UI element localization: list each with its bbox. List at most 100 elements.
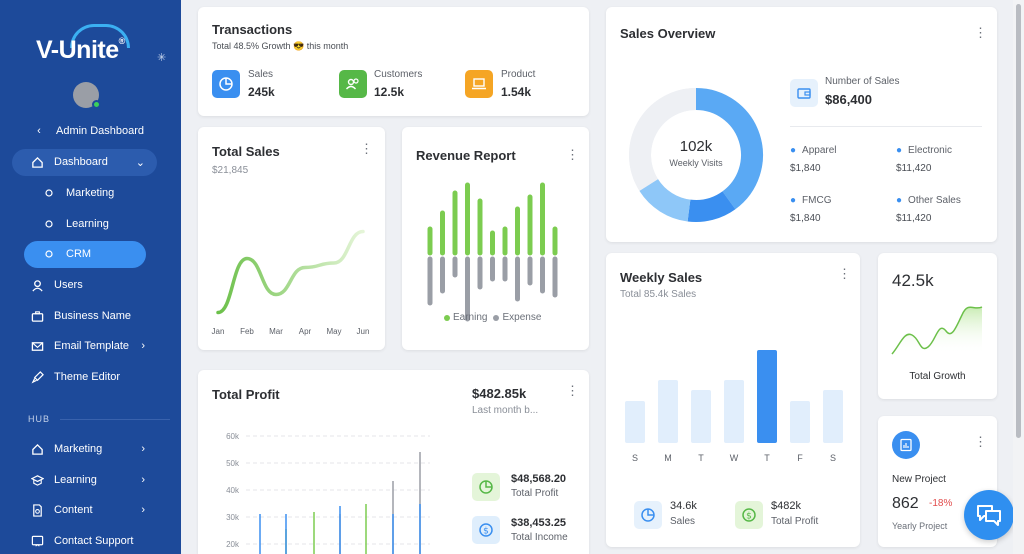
donut-slice [695,88,763,210]
more-options-icon[interactable]: ⋮ [566,383,579,398]
profit-stat-label: Total Profit [511,488,559,499]
stat-sales-value: 245k [248,85,275,99]
sidebar-item-label: Theme Editor [54,371,121,383]
revenue-legend: Earning Expense [444,312,541,323]
weekly-sales-card: Weekly Sales Total 85.4k Sales ⋮ S M T W T F S… [606,253,860,547]
total-sales-title: Total Sales [212,144,280,159]
home-icon [30,442,44,456]
weekly-footer-sales-value: 34.6k [670,500,697,512]
y-tick-label: 50k [226,459,240,468]
overview-item-fmcg: ● FMCG [790,195,832,206]
y-tick-label: 40k [226,486,240,495]
dollar-icon: $ [735,501,763,529]
stat-customers-value: 12.5k [374,85,405,99]
home-icon [30,155,44,169]
sidebar-item-label: Admin Dashboard [56,125,145,137]
sidebar-item-label: CRM [66,248,92,260]
stat-product-value: 1.54k [501,85,532,99]
wallet-icon [790,79,818,107]
total-sales-card: Total Sales $21,845 ⋮ Jan Feb Mar Apr May Jun [198,127,385,350]
sidebar-item-business-name[interactable]: Business Name [30,303,131,329]
total-profit-amount: $482.85k [472,386,527,401]
total-sales-chart: Jan Feb Mar Apr May Jun [212,229,369,336]
more-options-icon[interactable]: ⋮ [360,141,373,156]
chat-button[interactable] [964,490,1014,540]
document-chart-icon [892,431,920,459]
number-of-sales-label: Number of Sales [825,76,900,87]
circle-icon [42,247,56,261]
graduation-icon [30,473,44,487]
more-options-icon[interactable]: ⋮ [838,266,851,281]
pie-chart-icon [212,70,240,98]
total-profit-caption: Last month b... [472,405,539,416]
revenue-report-chart [427,182,558,322]
chevron-right-icon: › [141,443,145,455]
sidebar-item-learning[interactable]: Learning [42,211,109,237]
sidebar-item-email-template[interactable]: Email Template › [30,333,145,359]
stat-customers-label: Customers [374,69,423,80]
more-options-icon[interactable]: ⋮ [974,25,987,40]
help-icon [30,534,44,548]
divider [790,126,982,127]
x-tick-label: M [664,453,672,463]
income-stat-label: Total Income [511,532,568,543]
logo[interactable]: V-Unite® [36,36,126,64]
overview-item-electronic-value: $11,420 [896,163,932,174]
overview-item-apparel: ● Apparel [790,145,837,156]
sidebar-item-label: Dashboard [54,156,108,168]
emoji: 😎 [293,41,305,51]
sidebar-item-label: Marketing [66,187,115,199]
stat-sales-label: Sales [248,69,274,80]
sparkline-area [892,307,982,354]
total-growth-value: 42.5k [892,271,934,290]
sidebar-item-label: Business Name [54,310,132,322]
legend-expense-swatch [493,314,500,321]
overview-item-apparel-value: $1,840 [790,163,821,174]
brush-icon [30,370,44,384]
chevron-right-icon: › [141,474,145,486]
weekly-bar [790,401,810,443]
sales-overview-title: Sales Overview [620,26,716,41]
sidebar-item-marketing[interactable]: Marketing [42,180,114,206]
hub-item-contact-support[interactable]: Contact Support [30,528,134,554]
more-options-icon[interactable]: ⋮ [974,434,987,449]
weekly-sales-title: Weekly Sales [620,270,703,285]
mail-icon [30,339,44,353]
growth-text: Total 48.5% Growth [212,41,291,51]
legend-earning: Earning [453,312,488,323]
sidebar-item-label: Marketing [54,443,103,455]
more-options-icon[interactable]: ⋮ [566,147,579,162]
total-profit-chart: 60k 50k 40k 30k 20k [226,432,430,554]
new-project-label: Yearly Project [892,521,948,531]
revenue-report-title: Revenue Report [416,148,516,163]
svg-text:$: $ [746,512,752,522]
document-icon [30,503,44,517]
pie-chart-icon [634,501,662,529]
hub-item-marketing[interactable]: Marketing › [30,436,145,462]
profit-stat-value: $48,568.20 [511,473,567,485]
logo-mark: ® [118,36,126,46]
legend-earning-swatch [444,314,450,321]
overview-item-other-sales: ● Other Sales [896,195,961,206]
sidebar-item-dashboard[interactable]: Dashboard ⌄ [30,149,145,175]
sidebar-item-label: Learning [66,218,109,230]
y-tick-label: 60k [226,432,240,441]
donut-label: Weekly Visits [669,158,723,168]
hub-item-learning[interactable]: Learning › [30,467,145,493]
weekly-bar [625,401,645,443]
theme-toggle-icon[interactable]: ✳ [157,52,167,64]
dashboard-active-bg [12,149,157,176]
sidebar-item-theme-editor[interactable]: Theme Editor [30,364,120,390]
transactions-subtitle: Total 48.5% Growth 😎 this month [212,41,348,52]
circle-icon [42,186,56,200]
chat-icon [977,505,1001,526]
scrollbar-thumb[interactable] [1016,4,1021,438]
sidebar-item-crm[interactable]: CRM [42,241,91,267]
sidebar-item-admin-dashboard[interactable]: ‹ Admin Dashboard [32,118,144,144]
hub-item-content[interactable]: Content › [30,497,145,523]
sidebar-item-users[interactable]: Users [30,272,83,298]
sparkline-line [891,306,983,355]
weekly-footer-profit-label: Total Profit [771,516,819,527]
total-profit-title: Total Profit [212,387,280,402]
circle-icon [42,217,56,231]
